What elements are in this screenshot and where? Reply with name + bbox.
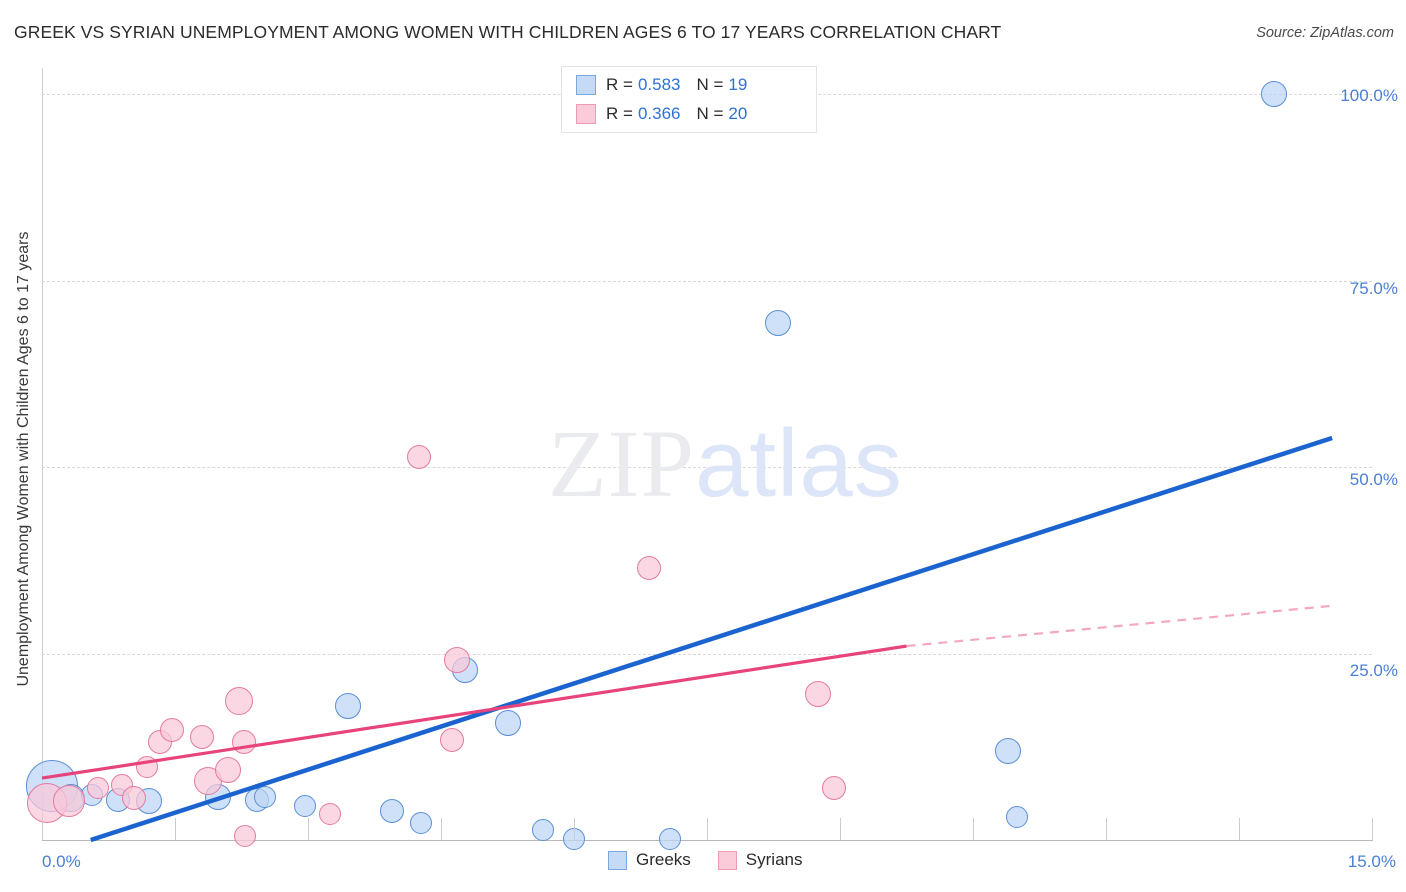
scatter-point-greek[interactable] <box>1261 81 1288 108</box>
scatter-point-syrian[interactable] <box>52 785 85 818</box>
source-label: Source: ZipAtlas.com <box>1256 25 1394 41</box>
x-tick <box>308 818 309 840</box>
y-axis-label-25: 25.0% <box>1349 661 1398 680</box>
scatter-point-greek[interactable] <box>1006 805 1029 828</box>
scatter-point-greek[interactable] <box>294 794 317 817</box>
x-tick <box>1106 818 1107 840</box>
n-value-syrians: 20 <box>728 104 748 123</box>
scatter-point-syrian[interactable] <box>406 445 431 470</box>
x-tick <box>441 818 442 840</box>
x-tick <box>1239 818 1240 840</box>
scatter-point-greek[interactable] <box>658 827 681 850</box>
scatter-point-greek[interactable] <box>764 310 791 337</box>
series-label-greeks: Greeks <box>636 850 691 869</box>
scatter-point-syrian[interactable] <box>215 756 242 783</box>
x-tick <box>175 818 176 840</box>
gridline-75 <box>42 280 1372 282</box>
x-tick <box>42 818 43 840</box>
scatter-point-greek[interactable] <box>410 811 433 834</box>
scatter-point-greek[interactable] <box>334 693 361 720</box>
y-axis-label-100: 100.0% <box>1340 86 1398 105</box>
correlation-row-syrians: R = 0.366 N = 20 <box>576 101 747 127</box>
page-title: GREEK VS SYRIAN UNEMPLOYMENT AMONG WOMEN… <box>14 22 1002 42</box>
plot-area <box>25 68 1372 851</box>
correlation-legend: R = 0.583 N = 19 R = 0.366 N = 20 <box>561 66 817 133</box>
series-swatch-greeks-icon <box>608 850 627 870</box>
x-tick <box>1372 818 1373 840</box>
series-legend-item-greeks[interactable]: Greeks <box>608 850 691 870</box>
scatter-point-syrian[interactable] <box>443 647 470 674</box>
scatter-point-greek[interactable] <box>531 818 554 841</box>
series-swatch-syrians-icon <box>717 850 737 870</box>
scatter-point-greek[interactable] <box>995 738 1022 765</box>
scatter-point-greek[interactable] <box>254 785 277 808</box>
y-axis-label-50: 50.0% <box>1349 470 1398 489</box>
series-legend: Greeks Syrians <box>608 850 818 870</box>
legend-swatch-syrians-icon <box>576 104 596 124</box>
legend-swatch-greeks-icon <box>576 75 596 95</box>
correlation-row-greeks: R = 0.583 N = 19 <box>576 72 747 98</box>
n-label-syrians: N = <box>696 104 724 123</box>
scatter-point-syrian[interactable] <box>232 730 257 755</box>
scatter-point-syrian[interactable] <box>234 824 257 847</box>
scatter-point-syrian[interactable] <box>86 776 109 799</box>
scatter-point-syrian[interactable] <box>439 728 464 753</box>
r-label-syrians: R = <box>606 104 633 123</box>
series-legend-item-syrians[interactable]: Syrians <box>717 850 803 870</box>
x-tick <box>973 818 974 840</box>
scatter-point-syrian[interactable] <box>821 775 846 800</box>
scatter-point-syrian[interactable] <box>804 680 831 707</box>
gridline-50 <box>42 467 1372 469</box>
n-label-greeks: N = <box>696 75 724 94</box>
n-value-greeks: 19 <box>728 75 748 94</box>
series-label-syrians: Syrians <box>745 850 803 869</box>
scatter-point-syrian[interactable] <box>135 755 158 778</box>
x-tick <box>840 818 841 840</box>
gridline-25 <box>42 653 1372 655</box>
r-label-greeks: R = <box>606 75 633 94</box>
x-tick <box>574 818 575 840</box>
r-value-syrians: 0.366 <box>637 104 681 123</box>
x-axis-label-left: 0.0% <box>42 852 81 871</box>
x-axis-label-right: 15.0% <box>1347 852 1396 871</box>
y-axis-label-75: 75.0% <box>1349 279 1398 298</box>
scatter-point-greek[interactable] <box>380 798 405 823</box>
scatter-point-syrian[interactable] <box>637 556 662 581</box>
scatter-point-syrian[interactable] <box>224 686 253 715</box>
scatter-point-syrian[interactable] <box>319 802 342 825</box>
x-tick <box>707 818 708 840</box>
y-axis-title: Unemployment Among Women with Children A… <box>15 231 32 687</box>
y-axis-line <box>42 68 43 840</box>
scatter-point-greek[interactable] <box>494 709 521 736</box>
r-value-greeks: 0.583 <box>637 75 681 94</box>
scatter-point-syrian[interactable] <box>189 725 214 750</box>
scatter-point-syrian[interactable] <box>160 717 185 742</box>
